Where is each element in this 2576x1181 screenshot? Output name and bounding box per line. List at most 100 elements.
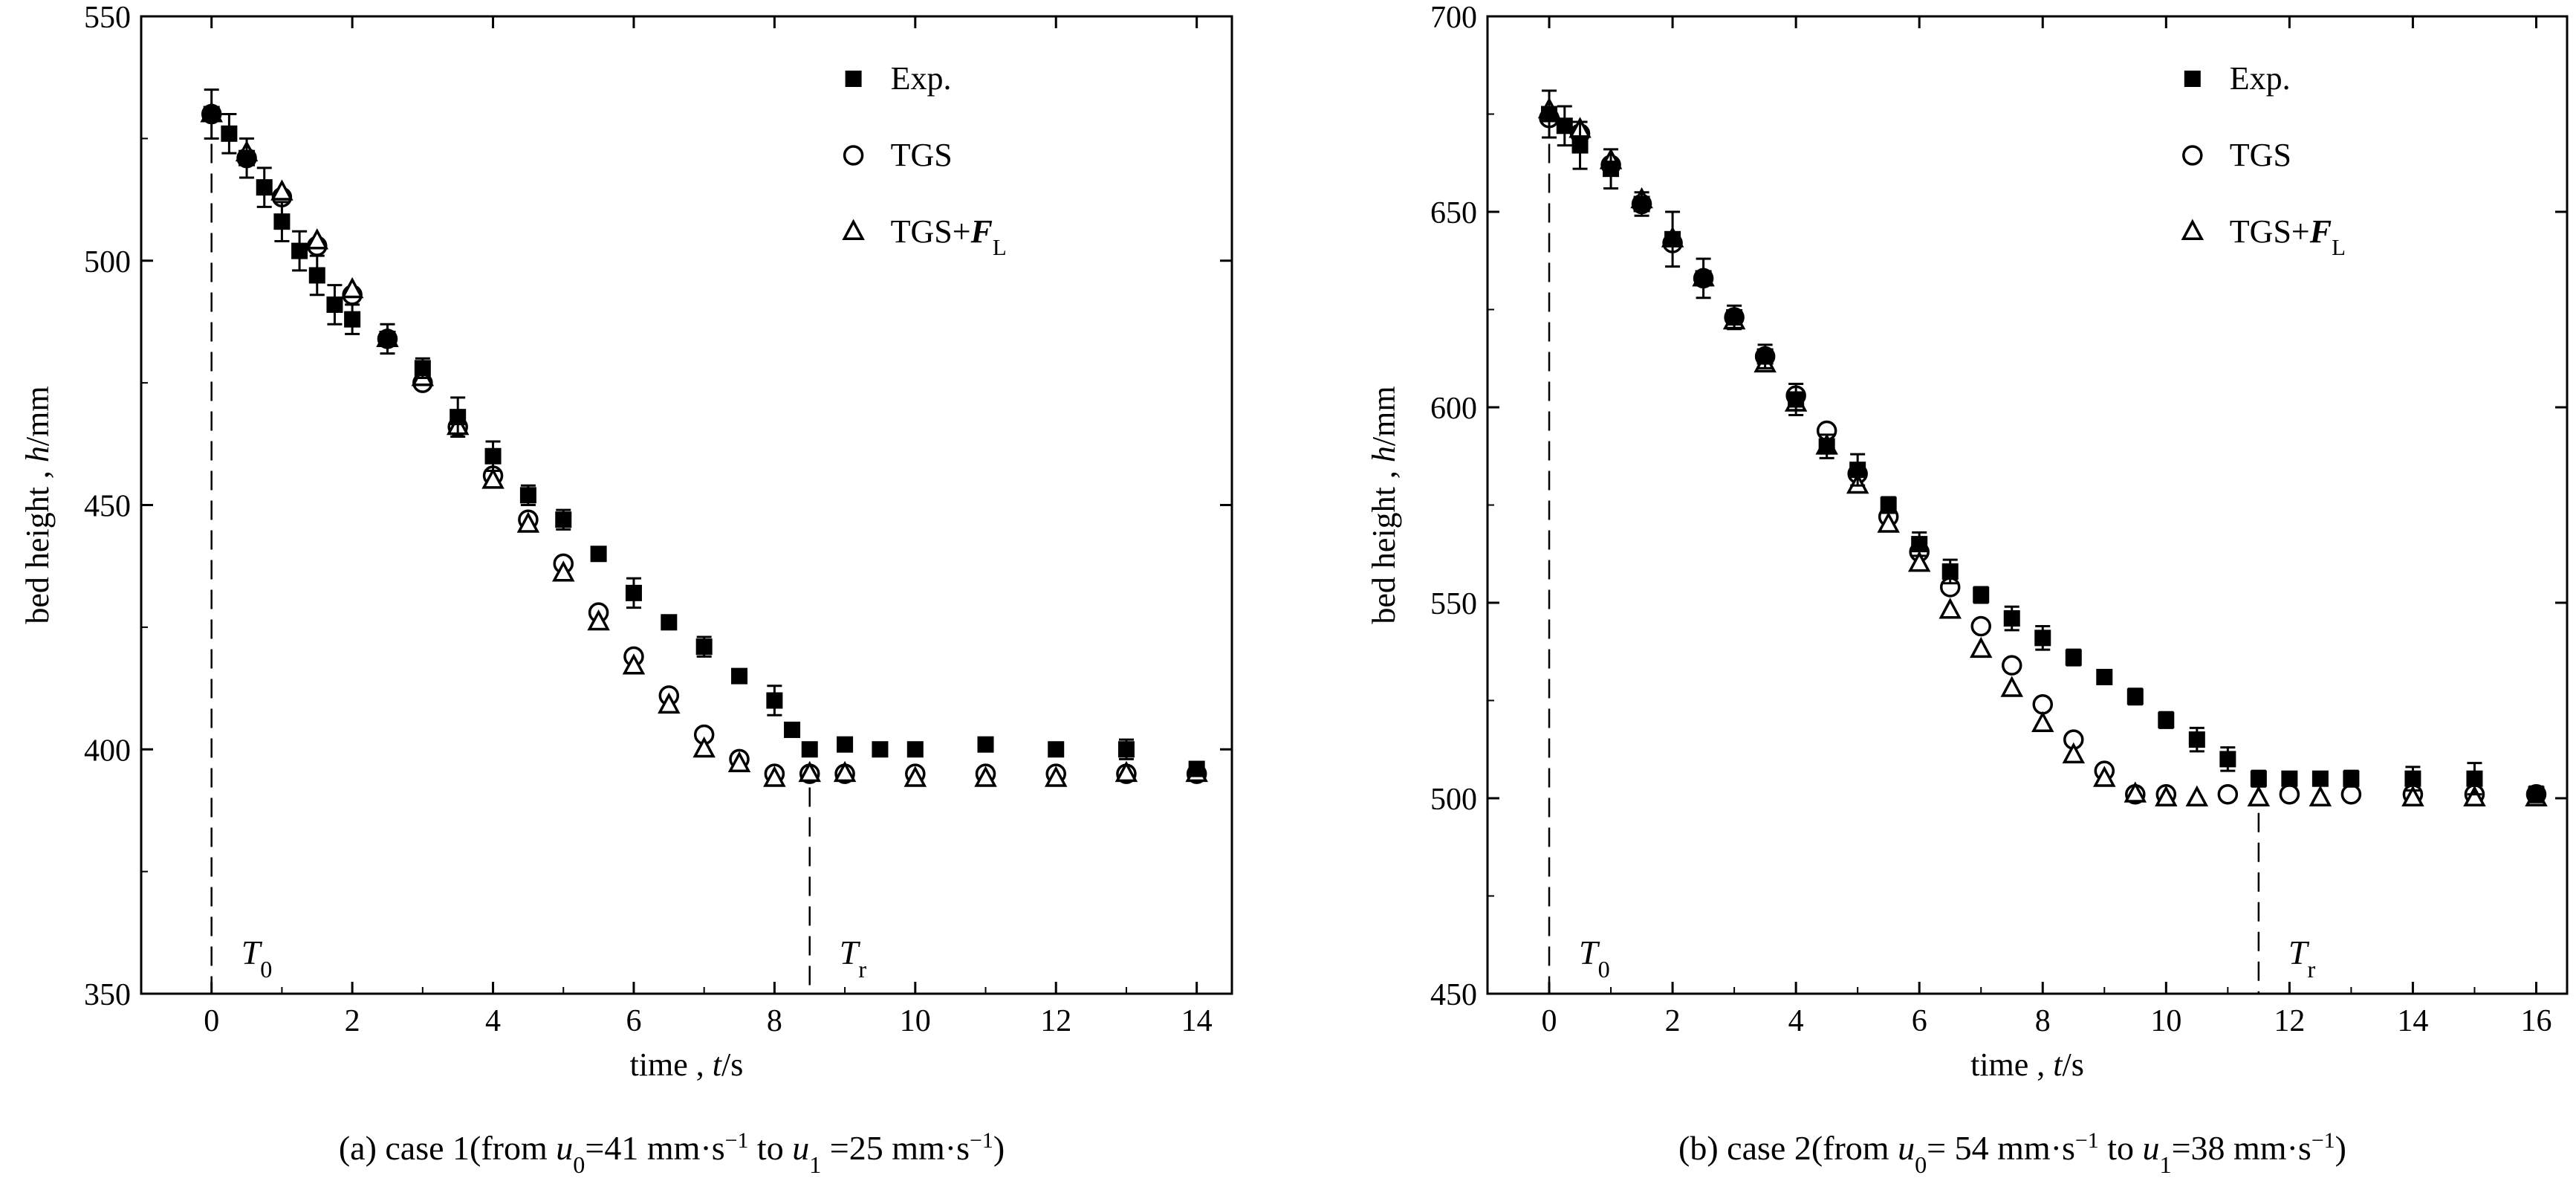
data-point-triangle xyxy=(974,766,997,787)
data-point-triangle xyxy=(2062,742,2086,764)
data-point-square xyxy=(1556,117,1573,135)
data-point-square xyxy=(661,614,678,631)
plot-frame xyxy=(1486,15,2569,995)
data-point-square xyxy=(1188,760,1205,777)
data-point-square xyxy=(590,546,607,563)
data-point-square xyxy=(2188,731,2205,748)
plot-frame xyxy=(140,15,1233,995)
data-point-square xyxy=(2003,610,2020,627)
x-tick-label: 0 xyxy=(1542,1004,1557,1038)
series-square xyxy=(203,88,1205,777)
data-point-square xyxy=(1726,309,1743,326)
y-tick-label: 550 xyxy=(84,1,131,35)
x-tick-label: 12 xyxy=(1040,1004,1071,1038)
data-point-square xyxy=(1603,161,1620,178)
data-point-square xyxy=(695,638,713,656)
data-point-square xyxy=(484,447,502,465)
data-point-square xyxy=(977,736,994,753)
data-point-triangle xyxy=(903,766,927,787)
data-point-square xyxy=(1880,496,1897,514)
data-point-square xyxy=(1911,536,1928,553)
data-point-triangle xyxy=(2155,785,2178,806)
data-point-square xyxy=(519,487,536,504)
legend-symbol-triangle xyxy=(842,219,865,240)
data-point-square xyxy=(2065,649,2082,666)
legend-symbol-circle xyxy=(2182,145,2203,166)
marker-label-T0: T0 xyxy=(1579,934,1610,983)
data-point-square xyxy=(1571,137,1589,154)
data-point-triangle xyxy=(270,179,293,201)
y-tick-label: 450 xyxy=(84,490,131,524)
legend-entry: TGS xyxy=(2230,137,2291,173)
data-point-square xyxy=(555,511,572,528)
panel-caption: (a) case 1(from u0=41 mm·s−1 to u1 =25 m… xyxy=(339,1128,1005,1178)
data-point-square xyxy=(291,242,308,259)
data-point-square xyxy=(1788,391,1805,408)
data-point-square xyxy=(2404,770,2421,787)
data-point-triangle xyxy=(1877,511,1900,533)
marker-label-T0: T0 xyxy=(241,934,273,983)
data-point-circle xyxy=(2001,655,2022,676)
y-tick-label: 400 xyxy=(84,734,131,768)
data-point-triangle xyxy=(552,560,575,582)
data-point-square xyxy=(2126,688,2144,705)
data-point-square xyxy=(326,296,343,313)
data-point-triangle xyxy=(516,511,540,533)
x-tick-label: 2 xyxy=(345,1004,360,1038)
data-point-triangle xyxy=(340,276,364,299)
data-point-square xyxy=(221,125,238,142)
data-point-square xyxy=(1695,270,1712,287)
data-point-square xyxy=(872,741,889,758)
data-point-square xyxy=(1941,563,1959,580)
data-point-square xyxy=(2311,770,2329,787)
y-tick-label: 500 xyxy=(1430,783,1477,817)
data-point-square xyxy=(2466,770,2483,787)
y-tick-label: 700 xyxy=(1430,1,1477,35)
data-point-triangle xyxy=(2401,785,2424,806)
y-tick-label: 450 xyxy=(1430,978,1477,1012)
data-point-square xyxy=(2343,770,2360,787)
data-point-triangle xyxy=(481,467,505,489)
data-point-triangle xyxy=(1115,760,1138,783)
chart-panel-a: 0 2 4 6 8 10 12 14 350 400 450 500 550 time , t/s bed … xyxy=(19,1,1233,1178)
data-point-square xyxy=(2219,751,2236,768)
panel-caption: (b) case 2(from u0= 54 mm·s−1 to u1=38 m… xyxy=(1678,1128,2346,1178)
data-point-square xyxy=(1633,195,1650,213)
data-point-triangle xyxy=(587,609,610,631)
data-point-triangle xyxy=(305,228,329,250)
legend-entry: TGS xyxy=(891,137,953,173)
x-tick-label: 14 xyxy=(2397,1004,2428,1038)
data-point-square xyxy=(344,311,361,328)
x-tick-label: 6 xyxy=(626,1004,641,1038)
data-point-square xyxy=(2158,711,2175,728)
data-point-square xyxy=(2034,630,2051,647)
data-point-square xyxy=(308,267,325,284)
legend-entry: TGS+FL xyxy=(2230,213,2346,260)
x-tick-label: 8 xyxy=(2035,1004,2051,1038)
data-point-triangle xyxy=(622,653,646,675)
data-point-square xyxy=(1664,230,1681,247)
legend-entry: Exp. xyxy=(2230,60,2291,97)
y-tick-label: 350 xyxy=(84,978,131,1012)
legend-symbol-triangle xyxy=(2181,219,2204,240)
data-point-circle xyxy=(2340,783,2362,805)
data-point-triangle xyxy=(2124,781,2147,803)
data-point-triangle xyxy=(2463,785,2486,806)
data-point-triangle xyxy=(658,692,681,714)
data-point-triangle xyxy=(2185,785,2209,806)
legend-entry: TGS+FL xyxy=(891,213,1007,260)
data-point-square xyxy=(2528,786,2545,803)
data-point-square xyxy=(414,360,431,377)
legend-symbol-circle xyxy=(843,145,864,166)
x-tick-label: 10 xyxy=(900,1004,931,1038)
data-point-square xyxy=(906,741,924,758)
marker-label-Tr: Tr xyxy=(840,934,867,983)
data-point-square xyxy=(256,179,273,196)
x-axis-label: time , t/s xyxy=(1970,1046,2084,1083)
chart-panel-b: 0 2 4 6 8 10 12 14 16 450 500 550 600 650 700 time , t/… xyxy=(1366,1,2569,1178)
data-point-square xyxy=(1756,348,1774,365)
y-tick-label: 650 xyxy=(1430,196,1477,230)
y-tick-label: 600 xyxy=(1430,392,1477,426)
x-tick-label: 10 xyxy=(2150,1004,2181,1038)
